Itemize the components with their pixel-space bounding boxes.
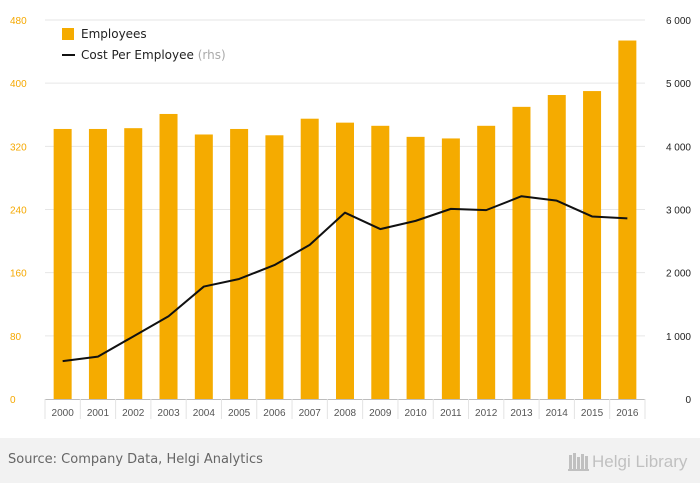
- x-tick-label-2014: 2014: [546, 408, 569, 419]
- x-tick-label-2008: 2008: [334, 408, 357, 419]
- x-tick-label-2007: 2007: [299, 408, 322, 419]
- right-axis-tick-label: 4 000: [666, 142, 691, 153]
- left-axis-tick-label: 160: [10, 269, 27, 280]
- bar-2008: [336, 122, 354, 399]
- x-tick-label-2010: 2010: [404, 408, 427, 419]
- left-axis-tick-label: 240: [10, 206, 27, 217]
- source-note: Source: Company Data, Helgi Analytics: [8, 452, 263, 467]
- helgi-library-logo: Helgi Library: [568, 452, 688, 471]
- legend-swatch-employees: [62, 28, 74, 40]
- bar-2012: [477, 125, 496, 399]
- x-tick-label-2013: 2013: [510, 408, 533, 419]
- legend-label-cost: Cost Per Employee (rhs): [81, 48, 226, 62]
- x-tick-label-2009: 2009: [369, 408, 392, 419]
- x-tick-label-2003: 2003: [157, 408, 180, 419]
- x-tick-label-2006: 2006: [263, 408, 286, 419]
- x-tick-label-2001: 2001: [87, 408, 110, 419]
- bar-2009: [371, 125, 390, 399]
- left-axis-tick-label: 80: [10, 332, 22, 343]
- x-tick-label-2011: 2011: [440, 408, 462, 419]
- legend-label-employees: Employees: [81, 27, 147, 41]
- bar-2007: [300, 118, 319, 400]
- right-axis-tick-label: 2 000: [666, 269, 691, 280]
- x-tick-label-2005: 2005: [228, 408, 251, 419]
- x-tick-label-2002: 2002: [122, 408, 145, 419]
- left-axis-tick-label: 400: [10, 79, 27, 90]
- x-tick-label-2016: 2016: [616, 408, 639, 419]
- right-axis-tick-label: 1 000: [666, 332, 691, 343]
- legend-rhs-suffix: (rhs): [198, 48, 226, 62]
- logo-text: Helgi Library: [592, 452, 688, 471]
- left-axis-tick-label: 320: [10, 142, 27, 153]
- right-axis-tick-label: 0: [685, 395, 691, 406]
- bar-2013: [512, 106, 531, 400]
- x-tick-label-2015: 2015: [581, 408, 604, 419]
- bar-2002: [124, 128, 143, 399]
- x-tick-label-2000: 2000: [52, 408, 75, 419]
- left-axis-tick-label: 0: [10, 395, 16, 406]
- bar-2016: [618, 40, 637, 399]
- bar-2001: [88, 128, 107, 399]
- chart-svg: 0 80 160 240 320 400 480 0 1 000 2 000 3 000 4 000 5…: [10, 16, 691, 419]
- bookshelf-icon: [568, 453, 589, 471]
- bar-2014: [547, 95, 566, 400]
- right-axis-tick-label: 5 000: [666, 79, 691, 90]
- x-tick-label-2012: 2012: [475, 408, 498, 419]
- bar-2006: [265, 135, 284, 399]
- right-axis-tick-label: 6 000: [666, 16, 691, 27]
- bar-2010: [406, 136, 425, 399]
- bar-2015: [583, 91, 602, 399]
- bar-2000: [53, 128, 72, 399]
- bar-2003: [159, 113, 178, 399]
- bar-2011: [441, 138, 460, 399]
- left-axis-tick-label: 480: [10, 16, 27, 27]
- bar-2004: [194, 134, 213, 400]
- right-axis-tick-label: 3 000: [666, 206, 691, 217]
- x-tick-label-2004: 2004: [193, 408, 216, 419]
- bar-2005: [230, 128, 249, 399]
